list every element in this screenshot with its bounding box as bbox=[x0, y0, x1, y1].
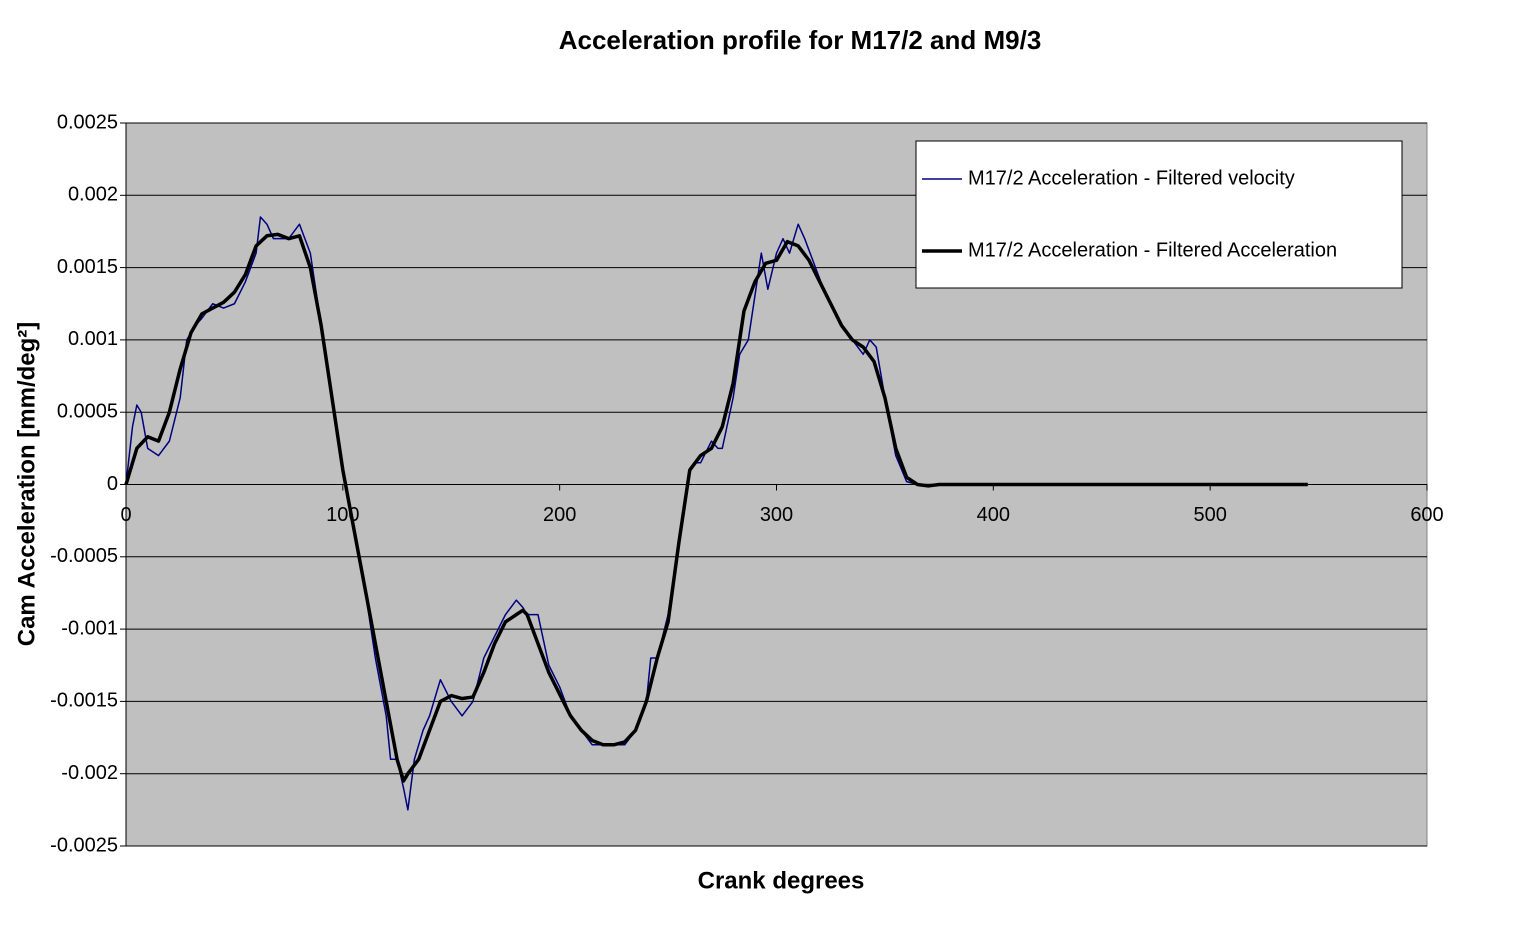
y-tick-label: 0 bbox=[107, 473, 118, 495]
y-tick-label: -0.001 bbox=[61, 617, 118, 639]
y-tick-label: -0.0015 bbox=[50, 690, 118, 712]
series-line bbox=[125, 216, 1308, 811]
chart-title: Acceleration profile for M17/2 and M9/3 bbox=[559, 25, 1042, 55]
x-tick-label: 100 bbox=[326, 504, 359, 526]
y-tick-label: -0.0025 bbox=[50, 834, 118, 856]
legend-label: M17/2 Acceleration - Filtered velocity bbox=[968, 167, 1295, 189]
x-tick-label: 600 bbox=[1410, 504, 1443, 526]
y-tick-label: 0.0025 bbox=[57, 111, 118, 133]
x-tick-label: 500 bbox=[1193, 504, 1226, 526]
y-axis-title: Cam Acceleration [mm/deg²] bbox=[13, 322, 40, 647]
y-tick-label: 0.0005 bbox=[57, 400, 118, 422]
x-axis-title: Crank degrees bbox=[698, 867, 865, 894]
x-tick-label: 400 bbox=[977, 504, 1010, 526]
y-tick-label: 0.002 bbox=[68, 184, 118, 206]
y-tick-label: -0.0005 bbox=[50, 545, 118, 567]
x-tick-label: 200 bbox=[543, 504, 576, 526]
legend-label: M17/2 Acceleration - Filtered Accelerati… bbox=[968, 239, 1337, 261]
y-tick-label: 0.001 bbox=[68, 328, 118, 350]
y-tick-label: 0.0015 bbox=[57, 256, 118, 278]
y-tick-label: -0.002 bbox=[61, 762, 118, 784]
legend-box bbox=[915, 140, 1403, 289]
x-tick-label: 0 bbox=[120, 504, 131, 526]
series-line bbox=[124, 232, 1308, 783]
x-tick-label: 300 bbox=[760, 504, 793, 526]
